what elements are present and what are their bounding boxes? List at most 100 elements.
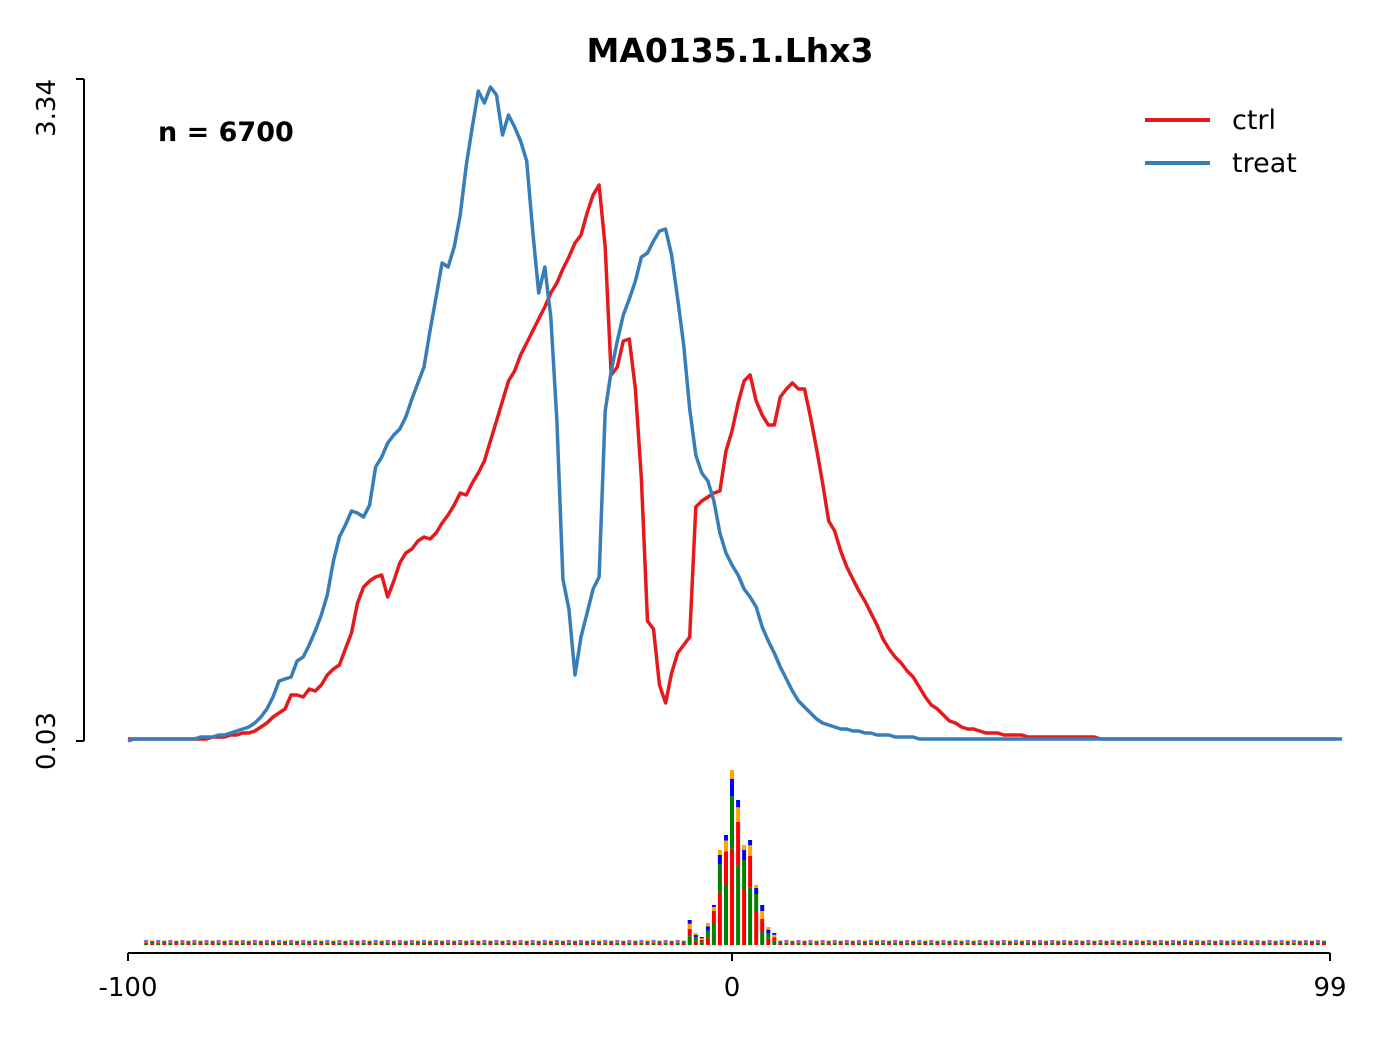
motif-column xyxy=(240,940,245,945)
motif-letter-T xyxy=(494,942,499,944)
motif-column xyxy=(476,940,481,945)
motif-letter-C xyxy=(663,940,668,942)
motif-column xyxy=(1092,940,1097,945)
motif-letter-C xyxy=(234,941,239,943)
motif-column xyxy=(621,940,626,945)
motif-letter-T xyxy=(204,942,209,944)
motif-letter-C xyxy=(899,941,904,943)
motif-column xyxy=(1189,940,1194,945)
motif-letter-C xyxy=(585,941,590,943)
motif-letter-A xyxy=(862,942,867,944)
motif-letter-A xyxy=(754,894,759,912)
motif-letter-C xyxy=(283,941,287,943)
motif-letter-C xyxy=(1098,940,1103,942)
motif-letter-T xyxy=(367,943,372,945)
motif-column xyxy=(168,940,173,945)
motif-letter-T xyxy=(730,848,734,946)
motif-letter-A xyxy=(1092,942,1097,944)
motif-letter-G xyxy=(1201,940,1206,942)
motif-letter-A xyxy=(1261,942,1266,944)
motif-letter-G xyxy=(1279,941,1284,943)
motif-letter-T xyxy=(784,942,789,944)
motif-letter-A xyxy=(349,943,354,945)
motif-column xyxy=(234,940,239,945)
motif-column xyxy=(1056,940,1061,945)
motif-column xyxy=(1195,940,1200,945)
motif-letter-T xyxy=(1291,942,1296,944)
motif-letter-T xyxy=(542,942,547,944)
motif-letter-T xyxy=(705,937,710,945)
motif-letter-T xyxy=(1225,943,1230,945)
motif-column xyxy=(1098,940,1103,945)
motif-letter-A xyxy=(844,943,849,945)
motif-letter-C xyxy=(180,940,185,942)
motif-letter-A xyxy=(1110,943,1115,945)
motif-column xyxy=(446,940,451,945)
motif-column xyxy=(639,940,644,945)
motif-letter-A xyxy=(307,942,312,944)
motif-letter-C xyxy=(766,929,771,934)
motif-letter-C xyxy=(875,941,879,943)
motif-letter-A xyxy=(603,943,608,945)
motif-letter-C xyxy=(373,940,378,942)
sample-count-annotation: n = 6700 xyxy=(158,117,294,148)
motif-column xyxy=(573,940,577,945)
motif-letter-T xyxy=(621,943,626,945)
x-tick-label-left: -100 xyxy=(98,973,157,1003)
motif-letter-C xyxy=(307,941,312,943)
motif-column xyxy=(850,940,855,945)
motif-column xyxy=(1207,940,1212,945)
motif-column xyxy=(1146,940,1151,945)
motif-letter-T xyxy=(663,942,668,944)
motif-letter-G xyxy=(1074,941,1079,943)
motif-column xyxy=(868,940,873,945)
motif-letter-A xyxy=(1189,942,1194,944)
motif-column xyxy=(585,940,590,945)
motif-column xyxy=(971,940,976,945)
motif-column xyxy=(458,940,463,945)
motif-letter-A xyxy=(512,942,517,944)
motif-letter-C xyxy=(959,941,964,943)
motif-letter-A xyxy=(1303,943,1308,945)
motif-letter-A xyxy=(403,942,408,944)
motif-letter-C xyxy=(1261,941,1266,943)
motif-letter-A xyxy=(252,943,257,945)
motif-letter-G xyxy=(1315,941,1320,943)
motif-letter-C xyxy=(748,840,753,846)
motif-column xyxy=(699,937,704,945)
motif-letter-G xyxy=(234,940,239,942)
motif-letter-G xyxy=(1019,940,1024,942)
motif-letter-G xyxy=(585,940,590,942)
motif-column xyxy=(1183,940,1187,945)
motif-letter-G xyxy=(989,941,994,943)
motif-letter-T xyxy=(415,943,420,945)
motif-letter-G xyxy=(983,940,988,942)
motif-letter-C xyxy=(573,941,577,943)
motif-column xyxy=(923,940,928,945)
motif-letter-T xyxy=(808,942,813,944)
motif-letter-G xyxy=(150,940,155,942)
motif-letter-A xyxy=(1183,943,1187,945)
motif-letter-T xyxy=(657,943,662,945)
motif-letter-C xyxy=(1177,941,1181,943)
motif-letter-C xyxy=(1164,941,1169,943)
motif-column xyxy=(307,940,312,945)
motif-letter-A xyxy=(1315,943,1320,945)
plot-area xyxy=(127,85,1343,743)
motif-letter-G xyxy=(428,940,432,942)
motif-letter-A xyxy=(947,942,952,944)
motif-letter-G xyxy=(639,941,644,943)
motif-letter-T xyxy=(319,943,324,945)
motif-letter-T xyxy=(464,943,469,945)
motif-letter-T xyxy=(748,855,753,888)
motif-column xyxy=(415,940,420,945)
motif-letter-C xyxy=(1146,940,1151,942)
motif-letter-G xyxy=(476,940,481,942)
motif-letter-A xyxy=(675,943,680,945)
motif-column xyxy=(434,940,439,945)
motif-column xyxy=(204,940,209,945)
motif-letter-A xyxy=(144,943,149,945)
motif-letter-A xyxy=(1074,943,1079,945)
motif-letter-G xyxy=(778,940,783,942)
motif-column xyxy=(560,940,565,945)
